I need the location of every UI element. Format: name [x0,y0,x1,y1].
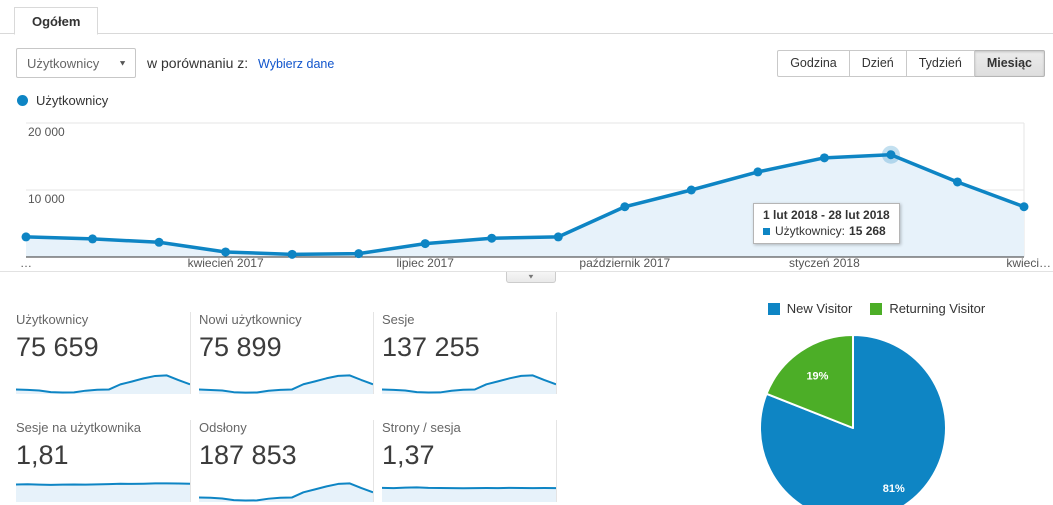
svg-text:lipiec 2017: lipiec 2017 [397,256,455,270]
metric-select-dropdown[interactable]: Użytkownicy ▼ [16,48,136,78]
metric-card-sparkline [199,374,373,394]
metric-card-title: Nowi użytkownicy [199,312,302,327]
metric-card-title: Strony / sesja [382,420,461,435]
granularity-button-dzien[interactable]: Dzień [849,50,907,77]
metric-card-value: 137 255 [382,332,480,362]
data-point[interactable] [287,249,297,259]
metric-card-sesje-na-uzytkownika: Sesje na użytkownika 1,81 [16,420,191,502]
data-point[interactable] [154,237,164,247]
data-point[interactable] [886,150,896,160]
svg-text:październik 2017: październik 2017 [579,256,670,270]
pie-legend-label: New Visitor [786,301,853,316]
metric-card-sparkline [382,374,556,394]
tab-overview[interactable]: Ogółem [14,7,99,35]
series-legend-label: Użytkownicy [36,93,109,108]
select-data-link[interactable]: Wybierz dane [258,57,335,71]
metric-card-value: 75 659 [16,332,99,362]
users-line-chart[interactable]: 10 000 20 000 … kwiecień 2017 lipiec 2017 paź… [0,113,1053,271]
metric-card-value: 187 853 [199,440,297,470]
metric-cards-row-2: Sesje na użytkownika 1,81 Odsłony 187 853 St… [16,420,565,502]
metric-card-title: Sesje na użytkownika [16,420,142,435]
tab-bar: Ogółem [0,0,1053,35]
metric-card-nowi-uzytkownicy: Nowi użytkownicy 75 899 [199,312,374,394]
svg-text:kwieci…: kwieci… [1006,256,1051,270]
metric-card-title: Sesje [382,312,415,327]
pie-legend-label: Returning Visitor [889,301,986,316]
metric-card-uzytkownicy: Użytkownicy 75 659 [16,312,191,394]
granularity-button-group: Godzina Dzień Tydzień Miesiąc [777,50,1045,77]
chevron-down-icon: ▼ [118,58,127,68]
data-point[interactable] [21,232,31,242]
metric-card-value: 1,37 [382,440,435,470]
svg-text:20 000: 20 000 [28,125,65,139]
tooltip-value: 15 268 [849,224,886,238]
pie-slice-returning-visitor[interactable] [765,334,854,429]
visitor-type-pie-chart[interactable]: 81% 19% [740,330,970,505]
svg-text:styczeń 2018: styczeń 2018 [789,256,860,270]
data-point[interactable] [1019,202,1029,212]
chart-section-divider: ▼ [0,271,1053,283]
series-legend-dot-icon [17,95,28,106]
legend-swatch-icon [870,302,883,315]
chevron-down-icon: ▼ [527,272,535,281]
granularity-button-tydzien[interactable]: Tydzień [906,50,975,77]
metric-card-sparkline [382,486,556,502]
data-point[interactable] [354,249,364,259]
data-point[interactable] [620,202,630,212]
series-legend: Użytkownicy [17,93,108,108]
data-point[interactable] [420,239,430,249]
metric-card-odslony: Odsłony 187 853 [199,420,374,502]
pie-legend-item-returning-visitor: Returning Visitor [870,301,985,316]
granularity-button-miesiac[interactable]: Miesiąc [974,50,1045,77]
tooltip-series-swatch-icon [763,227,770,235]
metric-card-value: 1,81 [16,440,69,470]
chart-tooltip: 1 lut 2018 - 28 lut 2018 Użytkownicy: 15… [753,203,900,244]
metric-select-value: Użytkownicy [27,55,100,71]
metric-cards-row-1: Użytkownicy 75 659 Nowi użytkownicy 75 899 S… [16,312,565,394]
metric-card-title: Odsłony [199,420,247,435]
pie-slice-percent-label: 81% [883,483,905,495]
tooltip-series-label: Użytkownicy: [775,224,846,238]
granularity-button-godzina[interactable]: Godzina [777,50,850,77]
pie-legend: New Visitor Returning Visitor [700,301,1053,316]
data-point[interactable] [88,234,98,244]
pie-slice-percent-label: 19% [806,371,828,383]
metric-card-sparkline [199,482,373,502]
data-point[interactable] [221,247,231,257]
metric-card-sesje: Sesje 137 255 [382,312,557,394]
svg-text:…: … [20,256,32,270]
tooltip-date-range: 1 lut 2018 - 28 lut 2018 [763,208,890,222]
data-point[interactable] [686,185,696,195]
legend-swatch-icon [767,302,780,315]
metric-card-title: Użytkownicy [16,312,89,327]
svg-text:10 000: 10 000 [28,192,65,206]
metric-card-strony-sesja: Strony / sesja 1,37 [382,420,557,502]
data-point[interactable] [819,153,829,163]
compare-with-label: w porównaniu z: [147,55,249,71]
data-point[interactable] [753,167,763,177]
collapse-chart-handle[interactable]: ▼ [506,272,556,283]
data-point[interactable] [487,233,497,243]
metric-card-value: 75 899 [199,332,282,362]
svg-text:kwiecień 2017: kwiecień 2017 [188,256,264,270]
data-point[interactable] [553,232,563,242]
data-point[interactable] [952,177,962,187]
pie-legend-item-new-visitor: New Visitor [767,301,853,316]
metric-card-sparkline [16,374,190,394]
metric-card-sparkline [16,482,190,502]
